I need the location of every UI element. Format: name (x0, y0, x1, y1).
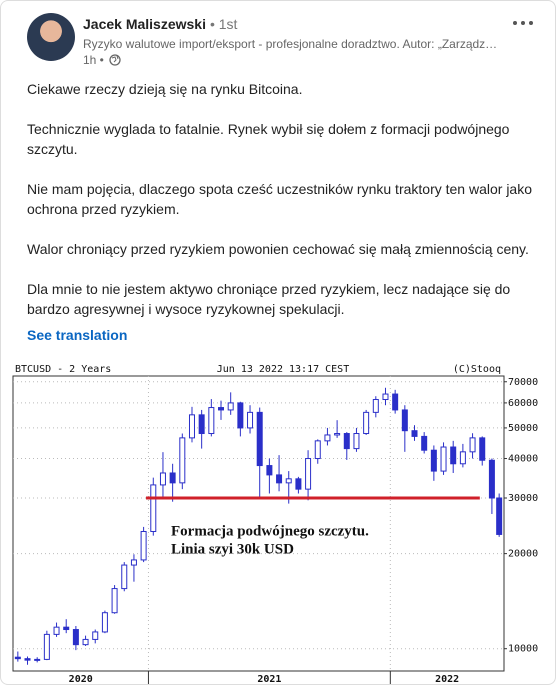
y-tick-label: 20000 (508, 549, 538, 560)
candle-body (63, 626, 70, 631)
candle-body (440, 446, 447, 472)
candle-body (450, 446, 457, 465)
candle-body (24, 658, 31, 661)
candle-body (496, 497, 503, 535)
candle-body (53, 626, 60, 635)
candle-body (324, 434, 331, 442)
candle-body (14, 656, 21, 660)
candle-body (188, 414, 195, 439)
candle-body (256, 411, 263, 467)
annotation: Linia szyi 30k USD (171, 541, 294, 557)
candle-body (276, 474, 283, 484)
y-tick-label: 30000 (508, 493, 538, 504)
candle-body (198, 414, 205, 435)
candle-body (421, 435, 428, 451)
author-name[interactable]: Jacek Maliszewski (83, 16, 206, 32)
candle-body (237, 402, 244, 429)
candle-body (314, 440, 321, 460)
post-body: Ciekawe rzeczy dzieją się na rynku Bitco… (27, 79, 537, 339)
candle-body (101, 612, 108, 633)
candle-body (82, 638, 89, 646)
more-menu[interactable] (511, 13, 535, 33)
globe-icon (109, 54, 121, 66)
candle-body (459, 451, 466, 465)
candle-body (140, 530, 147, 561)
candle-body (169, 472, 176, 484)
candle-body (72, 629, 79, 646)
candle-body (295, 478, 302, 490)
author-headline: Ryzyko walutowe import/eksport - profesj… (83, 37, 498, 51)
candle-body (266, 465, 273, 476)
paragraph: Technicznie wyglada to fatalnie. Rynek w… (27, 121, 510, 157)
candle-body (227, 402, 234, 411)
candle-body (34, 658, 41, 661)
plot-frame (12, 375, 505, 672)
candle-body (208, 407, 215, 435)
candle-body (469, 437, 476, 453)
avatar[interactable] (27, 13, 75, 61)
paragraph: Dla mnie to nie jestem aktywo chroniące … (27, 281, 511, 317)
candle-body (247, 411, 254, 429)
candle-body (43, 633, 50, 660)
candle-body (479, 437, 486, 461)
x-tick-label: 2020 (69, 674, 93, 685)
paragraph: Ciekawe rzeczy dzieją się na rynku Bitco… (27, 81, 303, 97)
candle-body (382, 393, 389, 401)
chart-title: BTCUSD - 2 Years (15, 364, 111, 375)
y-tick-label: 50000 (508, 423, 538, 434)
candle-body (121, 564, 128, 590)
candle-body (488, 459, 495, 499)
y-tick-label: 10000 (508, 644, 538, 655)
candle-body (92, 631, 99, 640)
candle-body (150, 484, 157, 532)
see-translation[interactable]: See translation (27, 327, 128, 343)
paragraph: Nie mam pojęcia, dlaczego spota cześć uc… (27, 181, 532, 217)
x-tick-label: 2021 (257, 674, 281, 685)
y-tick-label: 60000 (508, 398, 538, 409)
candle-body (218, 407, 225, 411)
candle-body (411, 430, 418, 437)
author-line[interactable]: Jacek Maliszewski • 1st (83, 16, 237, 32)
x-tick-label: 2022 (435, 674, 459, 685)
annotation: Formacja podwójnego szczytu. (171, 523, 369, 539)
candle-body (179, 437, 186, 484)
candle-body (401, 409, 408, 432)
candle-body (392, 393, 399, 411)
candle-body (353, 433, 360, 450)
candle-body (159, 472, 166, 486)
chart: BTCUSD - 2 Years Jun 13 2022 13:17 CEST … (12, 364, 538, 685)
chart-subtitle: Jun 13 2022 13:17 CEST (217, 364, 349, 375)
candle-body (343, 433, 350, 450)
y-tick-label: 70000 (508, 377, 538, 388)
candle-body (363, 411, 370, 435)
y-tick-label: 40000 (508, 454, 538, 465)
candle-body (430, 449, 437, 472)
candle-body (130, 559, 137, 566)
paragraph: Walor chroniący przed ryzykiem powonien … (27, 241, 529, 257)
candle-body (305, 458, 312, 490)
candle-body (334, 433, 341, 436)
chart-source: (C)Stooq (453, 364, 501, 375)
post-time: 1h • (83, 53, 104, 67)
candle-body (111, 588, 118, 614)
candle-body (372, 399, 379, 413)
candle-body (285, 478, 292, 484)
connection-degree: • 1st (209, 16, 238, 32)
